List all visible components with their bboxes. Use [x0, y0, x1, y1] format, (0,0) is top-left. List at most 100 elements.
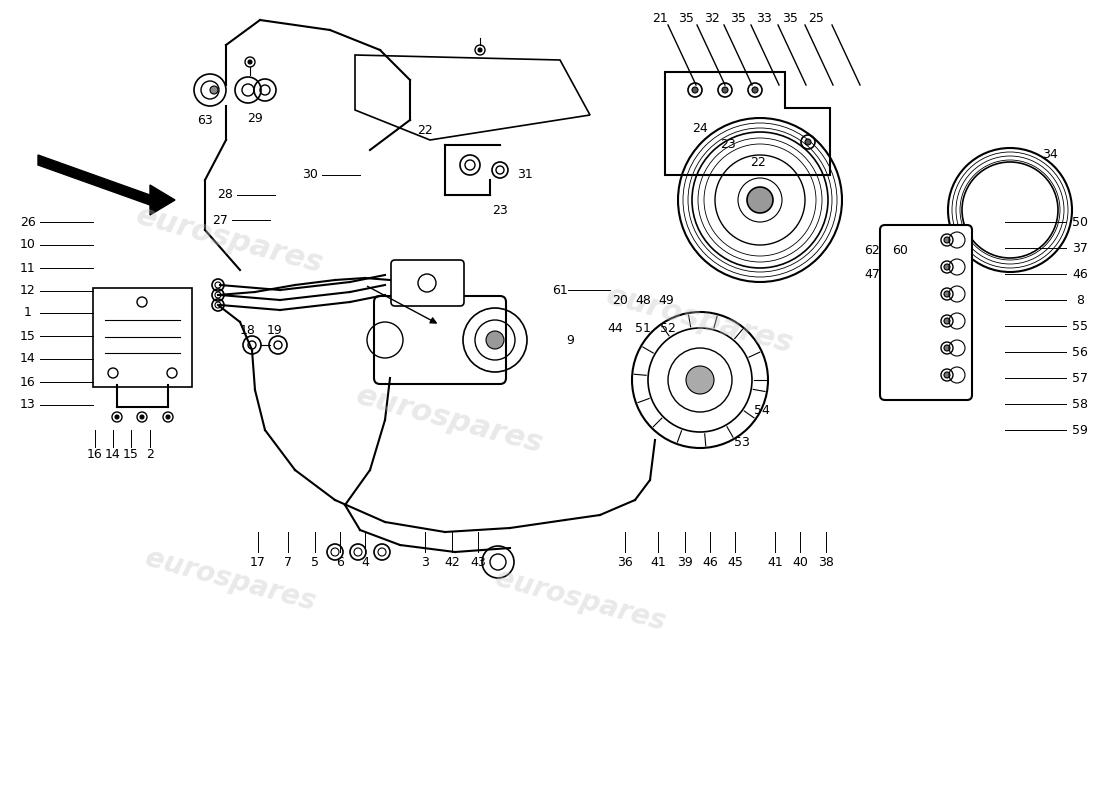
Polygon shape: [150, 185, 175, 215]
Circle shape: [116, 415, 119, 419]
Text: 26: 26: [20, 215, 36, 229]
Circle shape: [805, 139, 811, 145]
Text: eurospares: eurospares: [492, 564, 669, 636]
Text: 36: 36: [617, 555, 632, 569]
Circle shape: [944, 372, 950, 378]
Circle shape: [944, 291, 950, 297]
Text: 54: 54: [755, 403, 770, 417]
Text: 57: 57: [1072, 371, 1088, 385]
FancyBboxPatch shape: [880, 225, 972, 400]
Text: 38: 38: [818, 555, 834, 569]
FancyBboxPatch shape: [390, 260, 464, 306]
Text: 27: 27: [212, 214, 228, 226]
Text: 18: 18: [240, 323, 256, 337]
Text: 39: 39: [678, 555, 693, 569]
Circle shape: [752, 87, 758, 93]
Text: 45: 45: [727, 555, 742, 569]
Polygon shape: [39, 155, 150, 205]
Circle shape: [944, 318, 950, 324]
Text: 33: 33: [756, 11, 772, 25]
Text: 2: 2: [146, 449, 154, 462]
Text: 24: 24: [692, 122, 708, 134]
Text: 17: 17: [250, 555, 266, 569]
Text: eurospares: eurospares: [133, 201, 327, 279]
Circle shape: [944, 345, 950, 351]
Text: 13: 13: [20, 398, 36, 411]
Text: 10: 10: [20, 238, 36, 251]
Text: 30: 30: [302, 169, 318, 182]
Text: 42: 42: [444, 555, 460, 569]
Text: 51: 51: [635, 322, 651, 334]
Text: 22: 22: [417, 123, 433, 137]
Text: 35: 35: [678, 11, 694, 25]
Text: 16: 16: [20, 375, 36, 389]
Text: 37: 37: [1072, 242, 1088, 254]
Text: 21: 21: [652, 11, 668, 25]
Text: 60: 60: [892, 243, 907, 257]
Text: 15: 15: [123, 449, 139, 462]
Text: 14: 14: [20, 353, 36, 366]
Circle shape: [166, 415, 170, 419]
Text: 32: 32: [704, 11, 719, 25]
Text: 55: 55: [1072, 319, 1088, 333]
Text: 59: 59: [1072, 423, 1088, 437]
Text: 29: 29: [248, 111, 263, 125]
Text: 62: 62: [865, 243, 880, 257]
Text: 4: 4: [361, 555, 368, 569]
Text: 41: 41: [767, 555, 783, 569]
Text: 15: 15: [20, 330, 36, 342]
Text: 35: 35: [730, 11, 746, 25]
Text: eurospares: eurospares: [142, 544, 318, 616]
Text: 19: 19: [267, 323, 283, 337]
Text: 16: 16: [87, 449, 103, 462]
Text: 1: 1: [24, 306, 32, 319]
Text: 52: 52: [660, 322, 675, 334]
Text: 14: 14: [106, 449, 121, 462]
Text: 48: 48: [635, 294, 651, 306]
Text: 46: 46: [1072, 267, 1088, 281]
Circle shape: [686, 366, 714, 394]
Text: 56: 56: [1072, 346, 1088, 358]
Text: 31: 31: [517, 169, 532, 182]
Text: 41: 41: [650, 555, 666, 569]
Circle shape: [944, 264, 950, 270]
Circle shape: [944, 237, 950, 243]
Text: 53: 53: [734, 435, 750, 449]
Text: 3: 3: [421, 555, 429, 569]
Circle shape: [486, 331, 504, 349]
Text: 35: 35: [782, 11, 797, 25]
FancyBboxPatch shape: [374, 296, 506, 384]
Text: 11: 11: [20, 262, 36, 274]
FancyBboxPatch shape: [94, 288, 192, 387]
Text: 5: 5: [311, 555, 319, 569]
Text: 9: 9: [566, 334, 574, 346]
Circle shape: [248, 60, 252, 64]
Circle shape: [747, 187, 773, 213]
Text: 23: 23: [720, 138, 736, 151]
Text: 34: 34: [1042, 149, 1058, 162]
Text: 44: 44: [607, 322, 623, 334]
Text: 40: 40: [792, 555, 807, 569]
Text: 20: 20: [612, 294, 628, 306]
Text: 43: 43: [470, 555, 486, 569]
Text: 50: 50: [1072, 215, 1088, 229]
Text: 12: 12: [20, 285, 36, 298]
Text: 46: 46: [702, 555, 718, 569]
Circle shape: [210, 86, 218, 94]
Circle shape: [692, 87, 698, 93]
Text: eurospares: eurospares: [603, 281, 796, 359]
Text: 23: 23: [492, 203, 508, 217]
Text: 6: 6: [337, 555, 344, 569]
Text: 47: 47: [865, 269, 880, 282]
Text: 63: 63: [197, 114, 213, 126]
Text: 49: 49: [658, 294, 674, 306]
Text: 58: 58: [1072, 398, 1088, 410]
Text: 25: 25: [808, 11, 824, 25]
Text: 28: 28: [217, 189, 233, 202]
Text: eurospares: eurospares: [353, 381, 547, 459]
Circle shape: [140, 415, 144, 419]
Circle shape: [722, 87, 728, 93]
Text: 61: 61: [552, 283, 568, 297]
Text: 8: 8: [1076, 294, 1084, 306]
Text: 22: 22: [750, 155, 766, 169]
